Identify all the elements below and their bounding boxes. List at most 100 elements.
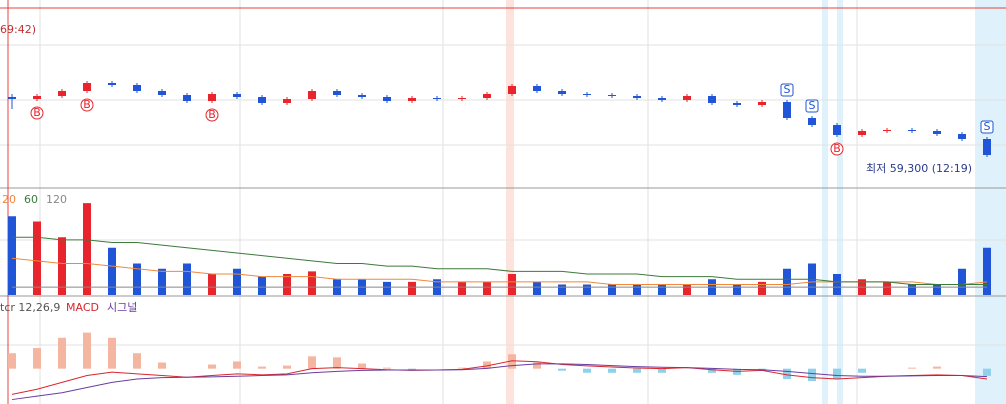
volume-bar <box>283 274 291 295</box>
oscillator-bar <box>133 353 141 369</box>
volume-bar <box>483 281 491 295</box>
oscillator-bar <box>933 366 941 369</box>
candle-body <box>958 134 966 139</box>
volume-bar <box>33 221 41 295</box>
candle-body <box>408 98 416 101</box>
candle-body <box>258 97 266 103</box>
volume-bar <box>8 216 16 295</box>
volume-bar <box>208 274 216 295</box>
volume-bar <box>408 281 416 295</box>
signal-label: S <box>984 120 991 133</box>
highlight <box>837 0 843 404</box>
signal-label: B <box>33 106 41 119</box>
oscillator-bar <box>808 368 816 382</box>
volume-bar <box>58 237 66 295</box>
volume-bar <box>458 281 466 295</box>
oscillator-bar <box>283 365 291 369</box>
candle-body <box>283 99 291 103</box>
signal-marker <box>30 106 44 120</box>
oscillator-bar <box>408 368 416 370</box>
volume-bar <box>608 284 616 295</box>
volume-bar <box>258 276 266 295</box>
line <box>11 363 988 401</box>
candle-body <box>858 131 866 135</box>
candle-body <box>208 94 216 101</box>
volume-bar <box>583 284 591 295</box>
volume-bar <box>833 274 841 295</box>
volume-bar <box>558 284 566 295</box>
oscillator-bar <box>108 337 116 369</box>
candle-body <box>933 131 941 134</box>
candle-body <box>108 83 116 85</box>
volume-bar <box>633 284 641 295</box>
highlight <box>822 0 828 404</box>
candle-body <box>583 94 591 95</box>
highlight <box>506 0 514 404</box>
candle-body <box>233 94 241 97</box>
candle-body <box>983 139 991 155</box>
candle-body <box>708 96 716 103</box>
oscillator-bar <box>508 354 516 369</box>
candle-body <box>8 97 16 99</box>
annotation: 최저 59,300 (12:19) <box>866 162 972 175</box>
candle-body <box>833 125 841 135</box>
signal-marker <box>80 98 94 112</box>
volume-bar <box>758 281 766 295</box>
oscillator-bar <box>208 364 216 369</box>
legend-entry: 20 <box>2 193 16 206</box>
candle-body <box>58 91 66 96</box>
volume-bar <box>533 281 541 295</box>
candle-body <box>558 91 566 94</box>
signal-label: S <box>784 83 791 96</box>
legend-text: tcr 12,26,9 <box>0 301 60 314</box>
volume-bar <box>933 284 941 295</box>
oscillator-bar <box>783 368 791 379</box>
oscillator-bar <box>583 368 591 373</box>
oscillator-bar <box>58 337 66 369</box>
candle-body <box>883 130 891 131</box>
oscillator-bar <box>258 366 266 369</box>
oscillator-bar <box>233 361 241 369</box>
volume-bar <box>508 274 516 295</box>
line <box>11 257 988 285</box>
oscillator-bar <box>458 367 466 369</box>
signal-marker <box>780 83 794 97</box>
oscillator-bar <box>83 332 91 369</box>
candle-body <box>433 98 441 99</box>
volume-bar <box>308 271 316 295</box>
legend-entry: MACD <box>66 301 99 314</box>
oscillator-bar <box>158 362 166 369</box>
candle-body <box>183 95 191 101</box>
line <box>11 360 988 395</box>
signal-marker <box>805 99 819 113</box>
volume-bar <box>383 281 391 295</box>
volume-bar <box>133 263 141 295</box>
oscillator-bar <box>633 368 641 373</box>
highlight <box>975 0 1006 404</box>
oscillator-bar <box>8 353 16 369</box>
volume-bar <box>958 268 966 295</box>
candle-body <box>633 96 641 98</box>
candle-body <box>758 102 766 105</box>
candle-body <box>383 97 391 101</box>
oscillator-bar <box>833 368 841 379</box>
signal-marker <box>205 108 219 122</box>
oscillator-bar <box>533 362 541 369</box>
volume-bar <box>883 281 891 295</box>
legend-entry: 60 <box>24 193 38 206</box>
candle-body <box>733 103 741 105</box>
oscillator-bar <box>983 368 991 376</box>
volume-bar <box>658 284 666 295</box>
candle-body <box>683 96 691 100</box>
candle-body <box>33 96 41 99</box>
volume-bar <box>683 284 691 295</box>
volume-bar <box>108 247 116 295</box>
signal-marker <box>830 142 844 156</box>
candle-body <box>333 91 341 95</box>
volume-bar <box>183 263 191 295</box>
candle-body <box>508 86 516 94</box>
oscillator-bar <box>908 367 916 369</box>
